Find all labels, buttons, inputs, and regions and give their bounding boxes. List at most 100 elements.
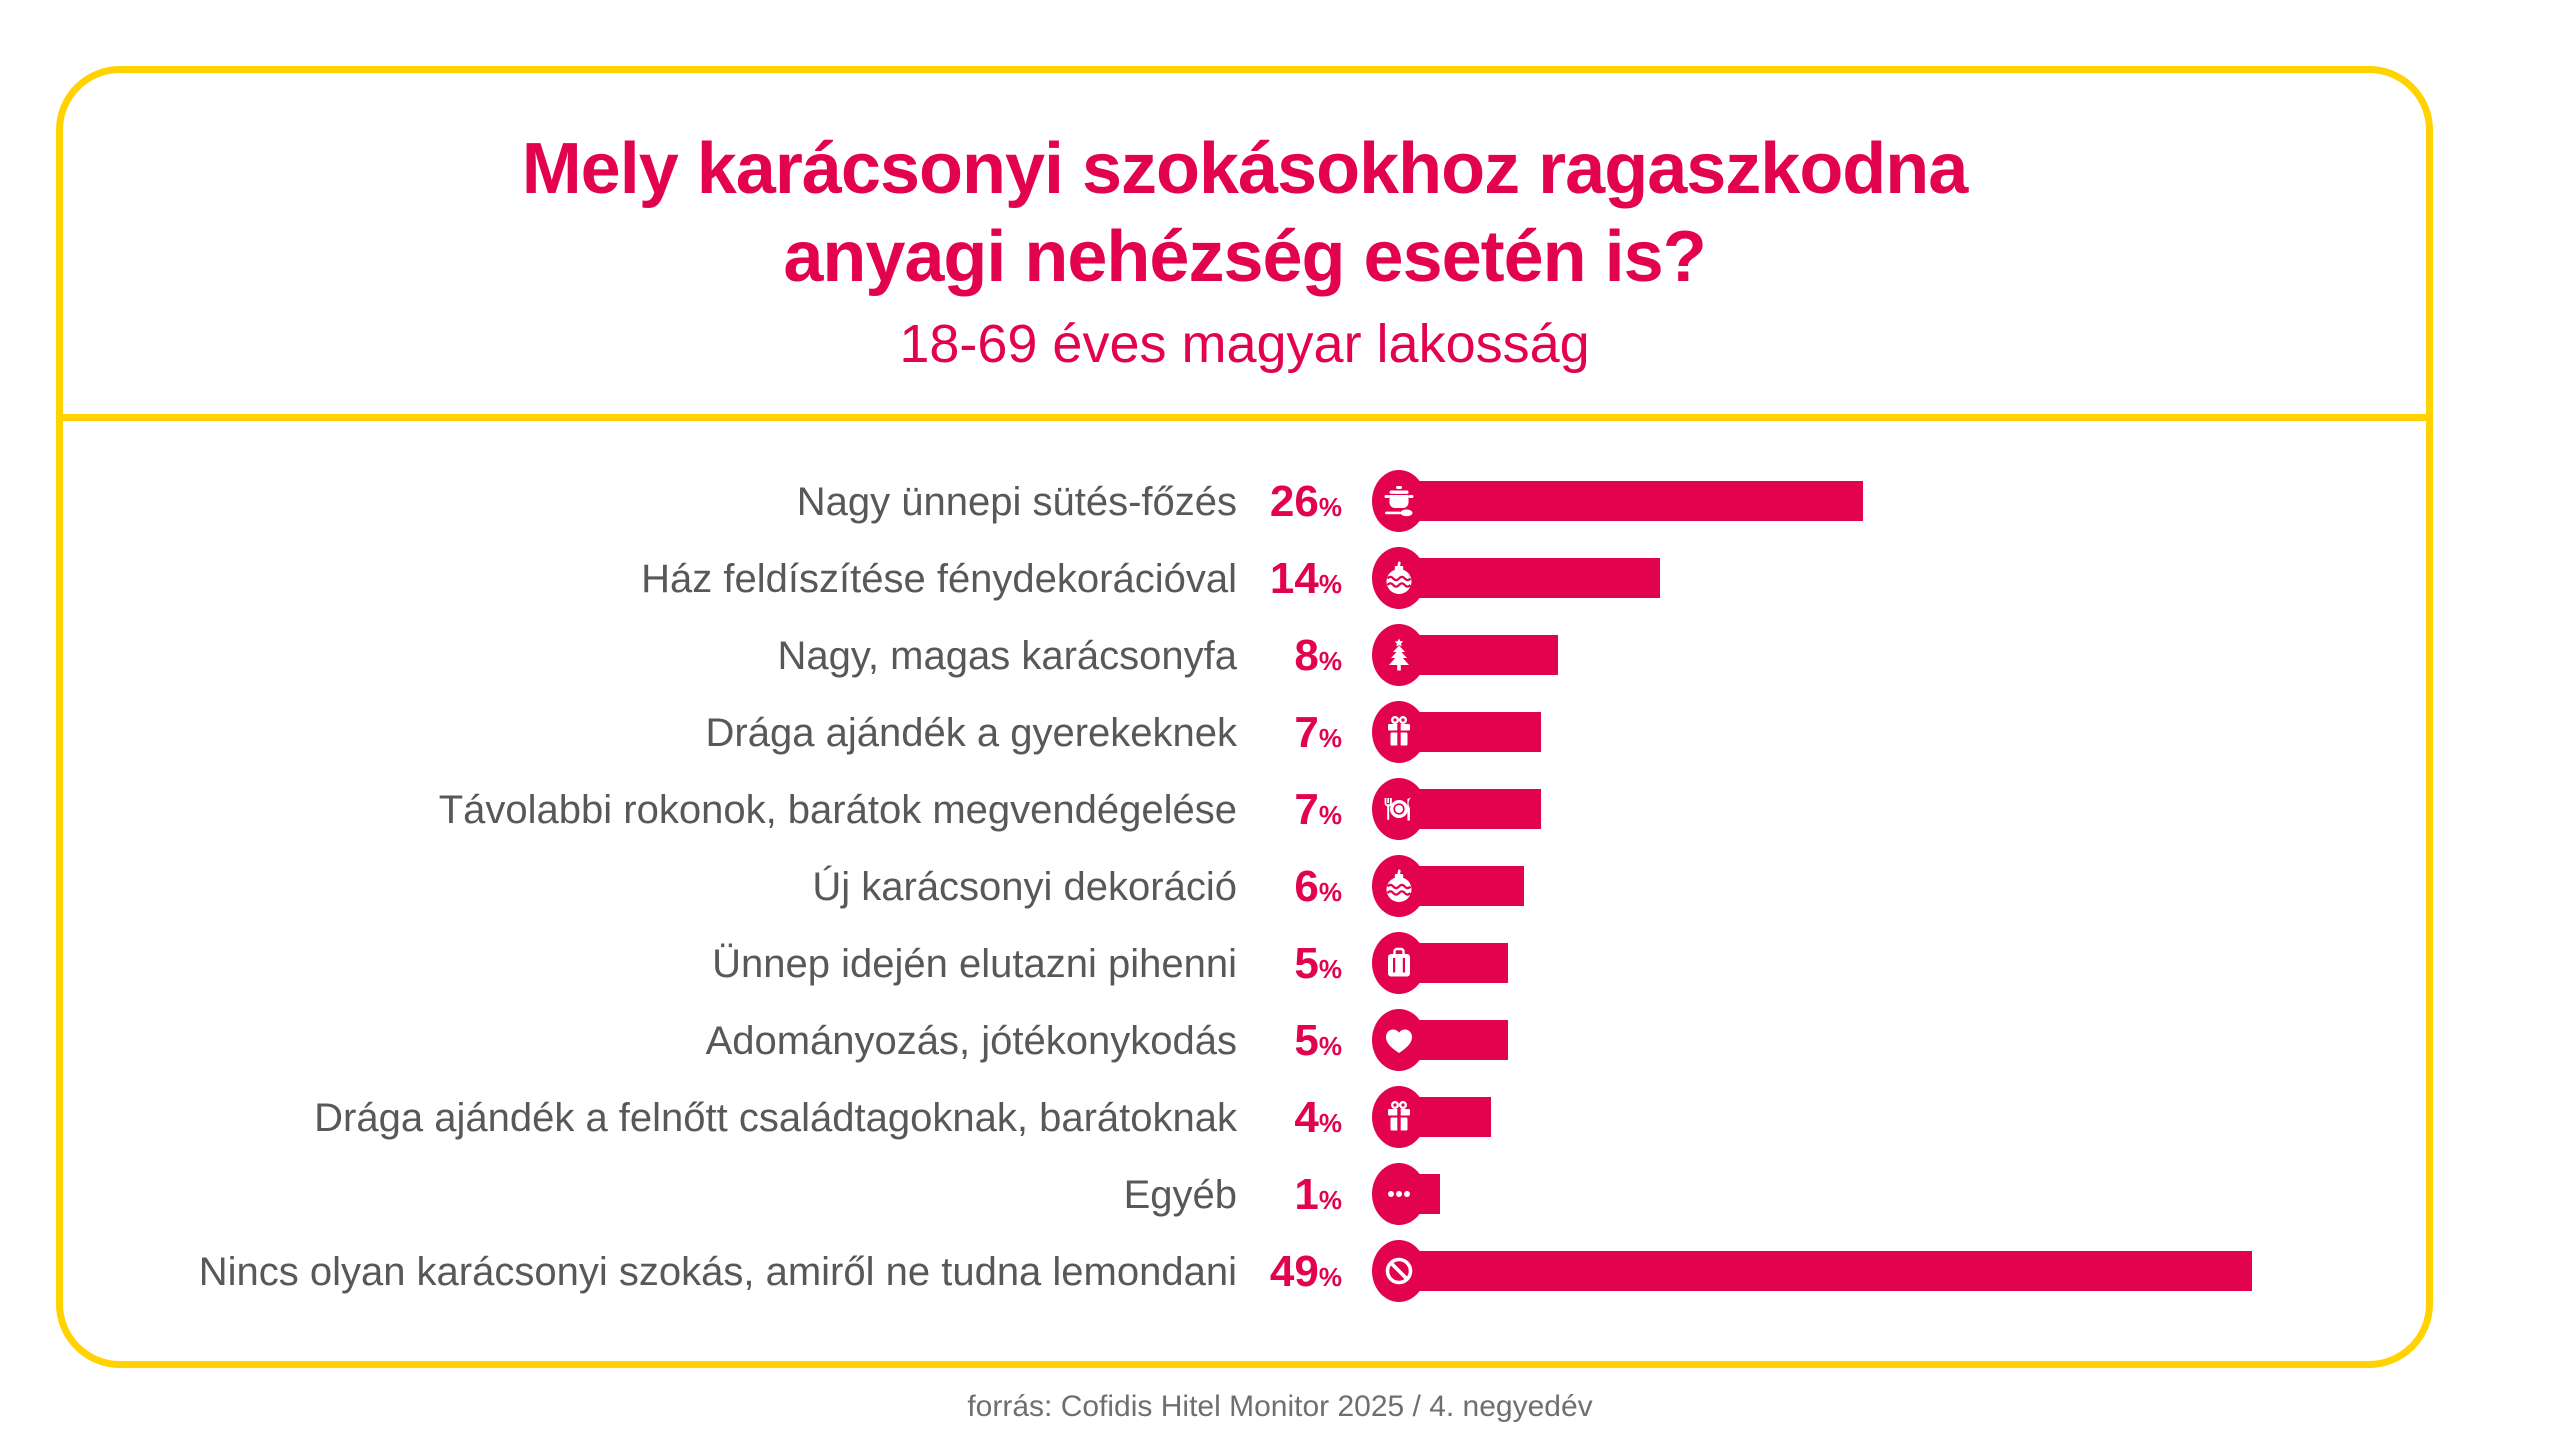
percent-sign: % xyxy=(1318,1261,1342,1292)
chart-row: Drága ajándék a gyerekeknek 7% xyxy=(63,694,2426,771)
bar-zone xyxy=(1372,1156,2426,1233)
category-label: Távolabbi rokonok, barátok megvendégelés… xyxy=(438,787,1237,832)
percent-sign: % xyxy=(1318,1184,1342,1215)
icon-badge xyxy=(1372,855,1426,917)
value-label: 5% xyxy=(1237,938,1342,988)
icon-badge xyxy=(1372,624,1426,686)
category-label: Adományozás, jótékonykodás xyxy=(705,1018,1237,1063)
bar-zone xyxy=(1372,463,2426,540)
chart-row: Egyéb 1% xyxy=(63,1156,2426,1233)
percent-sign: % xyxy=(1318,876,1342,907)
gift-icon xyxy=(1381,1099,1417,1135)
value-number: 5 xyxy=(1294,1015,1319,1065)
bar-zone xyxy=(1372,1002,2426,1079)
chart-row: Adományozás, jótékonykodás 5% xyxy=(63,1002,2426,1079)
bar xyxy=(1399,558,1660,598)
bar-zone xyxy=(1372,1233,2426,1310)
value-label: 7% xyxy=(1237,707,1342,757)
bar-zone xyxy=(1372,617,2426,694)
percent-sign: % xyxy=(1318,722,1342,753)
category-label: Nagy, magas karácsonyfa xyxy=(777,633,1237,678)
subtitle: 18-69 éves magyar lakosság xyxy=(899,314,1590,375)
value-number: 4 xyxy=(1294,1092,1319,1142)
header: Mely karácsonyi szokásokhoz ragaszkodna … xyxy=(63,73,2426,414)
value-number: 7 xyxy=(1294,784,1319,834)
chart-row: Nagy, magas karácsonyfa 8% xyxy=(63,617,2426,694)
bar-zone xyxy=(1372,1079,2426,1156)
icon-badge xyxy=(1372,778,1426,840)
bar-zone xyxy=(1372,925,2426,1002)
bauble-icon xyxy=(1381,560,1417,596)
category-label: Egyéb xyxy=(1123,1172,1237,1217)
bauble-icon xyxy=(1381,868,1417,904)
category-label: Ház feldíszítése fénydekorációval xyxy=(641,556,1237,601)
value-label: 5% xyxy=(1237,1015,1342,1065)
chart-row: Távolabbi rokonok, barátok megvendégelés… xyxy=(63,771,2426,848)
chart-row: Nincs olyan karácsonyi szokás, amiről ne… xyxy=(63,1233,2426,1310)
percent-sign: % xyxy=(1318,568,1342,599)
chart-row: Ünnep idején elutazni pihenni 5% xyxy=(63,925,2426,1002)
title-line-2: anyagi nehézség esetén is? xyxy=(783,216,1706,297)
bar-zone xyxy=(1372,771,2426,848)
heart-icon xyxy=(1381,1022,1417,1058)
chart-row: Drága ajándék a felnőtt családtagoknak, … xyxy=(63,1079,2426,1156)
percent-sign: % xyxy=(1318,1030,1342,1061)
bar-zone xyxy=(1372,848,2426,925)
value-label: 26% xyxy=(1237,476,1342,526)
value-label: 49% xyxy=(1237,1246,1342,1296)
category-label: Drága ajándék a gyerekeknek xyxy=(705,710,1237,755)
value-label: 7% xyxy=(1237,784,1342,834)
percent-sign: % xyxy=(1318,953,1342,984)
percent-sign: % xyxy=(1318,799,1342,830)
value-label: 6% xyxy=(1237,861,1342,911)
category-label: Új karácsonyi dekoráció xyxy=(812,864,1237,909)
icon-badge xyxy=(1372,932,1426,994)
bar-zone xyxy=(1372,540,2426,617)
percent-sign: % xyxy=(1318,645,1342,676)
value-number: 5 xyxy=(1294,938,1319,988)
category-label: Nagy ünnepi sütés-főzés xyxy=(796,479,1237,524)
source-text: forrás: Cofidis Hitel Monitor 2025 / 4. … xyxy=(967,1390,1593,1423)
chart: Nagy ünnepi sütés-főzés 26% Ház feldíszí… xyxy=(63,421,2426,1310)
icon-badge xyxy=(1372,701,1426,763)
percent-sign: % xyxy=(1318,1107,1342,1138)
divider-line xyxy=(63,414,2426,421)
value-number: 14 xyxy=(1269,553,1319,603)
icon-badge xyxy=(1372,547,1426,609)
ellipsis-icon xyxy=(1381,1176,1417,1212)
page-title: Mely karácsonyi szokásokhoz ragaszkodna … xyxy=(521,126,1969,302)
gift-icon xyxy=(1381,714,1417,750)
value-label: 4% xyxy=(1237,1092,1342,1142)
value-label: 1% xyxy=(1237,1169,1342,1219)
category-label: Drága ajándék a felnőtt családtagoknak, … xyxy=(314,1095,1237,1140)
value-number: 6 xyxy=(1294,861,1319,911)
icon-badge xyxy=(1372,1240,1426,1302)
infographic-frame: Mely karácsonyi szokásokhoz ragaszkodna … xyxy=(56,66,2433,1368)
title-line-1: Mely karácsonyi szokásokhoz ragaszkodna xyxy=(521,128,1969,209)
value-number: 26 xyxy=(1269,476,1319,526)
bar xyxy=(1399,1251,2252,1291)
percent-sign: % xyxy=(1318,491,1342,522)
dinner-plate-icon xyxy=(1381,791,1417,827)
icon-badge xyxy=(1372,1009,1426,1071)
value-label: 8% xyxy=(1237,630,1342,680)
chart-row: Ház feldíszítése fénydekorációval 14% xyxy=(63,540,2426,617)
category-label: Ünnep idején elutazni pihenni xyxy=(712,941,1237,986)
icon-badge xyxy=(1372,470,1426,532)
value-number: 8 xyxy=(1294,630,1319,680)
chart-row: Nagy ünnepi sütés-főzés 26% xyxy=(63,463,2426,540)
value-number: 49 xyxy=(1269,1246,1319,1296)
no-sign-icon xyxy=(1381,1253,1417,1289)
category-label: Nincs olyan karácsonyi szokás, amiről ne… xyxy=(198,1249,1237,1294)
bar-zone xyxy=(1372,694,2426,771)
suitcase-icon xyxy=(1381,945,1417,981)
bar xyxy=(1399,481,1863,521)
cooking-pot-icon xyxy=(1381,483,1417,519)
icon-badge xyxy=(1372,1163,1426,1225)
chart-row: Új karácsonyi dekoráció 6% xyxy=(63,848,2426,925)
value-number: 1 xyxy=(1294,1169,1319,1219)
value-label: 14% xyxy=(1237,553,1342,603)
christmas-tree-icon xyxy=(1381,637,1417,673)
value-number: 7 xyxy=(1294,707,1319,757)
icon-badge xyxy=(1372,1086,1426,1148)
